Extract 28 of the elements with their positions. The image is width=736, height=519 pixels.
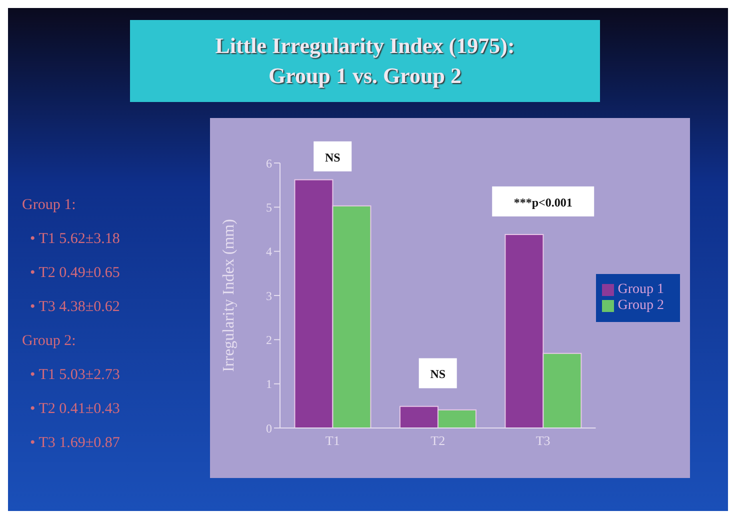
y-axis-title: Irregularity Index (mm) bbox=[220, 219, 238, 372]
note-box: NS bbox=[418, 358, 457, 388]
y-tick-label: 4 bbox=[266, 244, 272, 259]
text: • T1 5.03±2.73 bbox=[29, 366, 121, 385]
text: • T3 1.69±0.87 bbox=[29, 434, 121, 453]
note-box: ***p<0.001 bbox=[492, 186, 594, 216]
y-tick-label: 3 bbox=[266, 288, 272, 303]
legend-label: Group 1 bbox=[618, 282, 664, 297]
text: • T2 0.41±0.43 bbox=[29, 400, 121, 419]
annotation: NS bbox=[430, 367, 446, 382]
y-tick-label: 2 bbox=[266, 332, 272, 347]
y-tick-label: 6 bbox=[266, 156, 272, 170]
chart-title: Little Irregularity Index (1975): Group 1 vs. Group 2 bbox=[130, 20, 600, 102]
text: • T2 0.49±0.65 bbox=[29, 264, 121, 283]
x-tick-label: T2 bbox=[430, 433, 446, 448]
legend-label: Group 2 bbox=[618, 298, 664, 313]
text: • T3 4.38±0.62 bbox=[29, 298, 121, 317]
y-tick-label: 1 bbox=[266, 377, 272, 392]
x-tick-label: T1 bbox=[325, 433, 340, 448]
y-tick-label: 5 bbox=[266, 200, 272, 214]
note-box: NS bbox=[314, 141, 352, 172]
y-tick-label: 0 bbox=[266, 421, 272, 436]
text: Group 1: bbox=[22, 196, 77, 215]
text: Group 2: bbox=[22, 332, 77, 351]
annotation: ***p<0.001 bbox=[514, 195, 572, 210]
x-tick-label: T3 bbox=[536, 433, 550, 448]
text: • T1 5.62±3.18 bbox=[29, 230, 121, 249]
annotation: NS bbox=[324, 150, 341, 164]
